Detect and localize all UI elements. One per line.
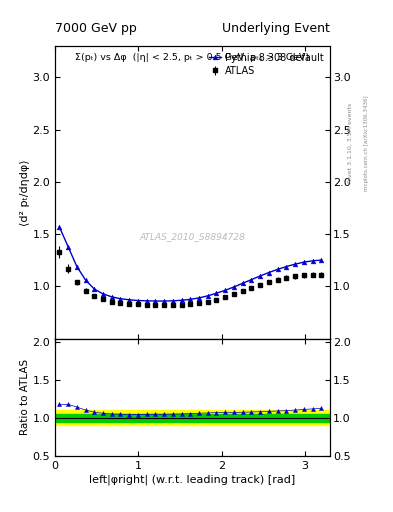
Pythia 8.308 default [75,264,79,270]
Y-axis label: ⟨d² pₜ/dηdφ⟩: ⟨d² pₜ/dηdφ⟩ [20,159,29,226]
Y-axis label: Ratio to ATLAS: Ratio to ATLAS [20,359,29,435]
Pythia 8.308 default [275,266,280,272]
Pythia 8.308 default [240,280,245,286]
Pythia 8.308 default [214,290,219,296]
Pythia 8.308 default [179,297,184,304]
Pythia 8.308 default [127,297,132,303]
Legend: Pythia 8.308 default, ATLAS: Pythia 8.308 default, ATLAS [207,51,325,78]
Pythia 8.308 default [144,298,149,304]
Pythia 8.308 default [319,257,324,263]
Pythia 8.308 default [231,284,236,290]
Pythia 8.308 default [258,273,263,279]
Pythia 8.308 default [223,287,228,293]
Pythia 8.308 default [206,293,210,299]
Line: Pythia 8.308 default: Pythia 8.308 default [57,224,324,304]
Pythia 8.308 default [92,286,97,292]
Pythia 8.308 default [197,295,202,301]
Pythia 8.308 default [249,276,254,283]
Pythia 8.308 default [66,244,70,250]
Pythia 8.308 default [171,298,175,304]
Pythia 8.308 default [57,224,62,230]
Pythia 8.308 default [310,258,315,264]
Pythia 8.308 default [284,264,289,270]
Pythia 8.308 default [162,298,167,304]
Pythia 8.308 default [266,269,271,275]
Pythia 8.308 default [83,277,88,283]
Text: Σ(pₜ) vs Δφ  (|η| < 2.5, pₜ > 0.5 GeV, pₜ₁ > 3 GeV): Σ(pₜ) vs Δφ (|η| < 2.5, pₜ > 0.5 GeV, pₜ… [75,53,310,62]
Bar [55,411,330,425]
X-axis label: left|φright| (w.r.t. leading track) [rad]: left|φright| (w.r.t. leading track) [rad… [90,475,296,485]
Pythia 8.308 default [153,298,158,304]
Text: ATLAS_2010_S8894728: ATLAS_2010_S8894728 [140,232,246,241]
Pythia 8.308 default [109,294,114,300]
Pythia 8.308 default [301,259,306,265]
Text: Underlying Event: Underlying Event [222,22,330,35]
Pythia 8.308 default [188,296,193,303]
Text: Rivet 3.1.10, 3.5M events: Rivet 3.1.10, 3.5M events [348,103,353,183]
Text: 7000 GeV pp: 7000 GeV pp [55,22,137,35]
Text: mcplots.cern.ch [arXiv:1306.3436]: mcplots.cern.ch [arXiv:1306.3436] [364,96,369,191]
Pythia 8.308 default [101,291,105,297]
Pythia 8.308 default [293,261,298,267]
Pythia 8.308 default [136,297,140,304]
Pythia 8.308 default [118,295,123,302]
Bar [55,414,330,422]
